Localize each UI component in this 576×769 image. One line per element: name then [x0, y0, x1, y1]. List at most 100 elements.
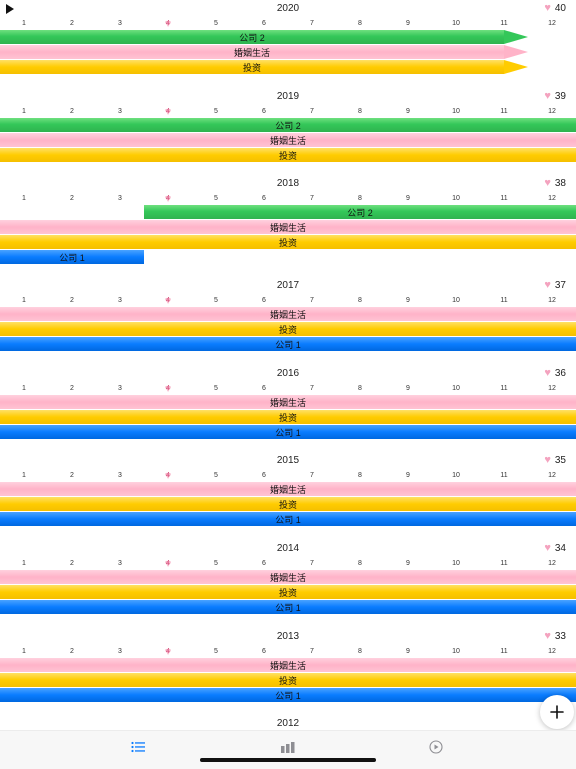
- arrow-right-icon: [504, 30, 528, 44]
- age-value: 35: [554, 455, 566, 466]
- month-label: 7: [310, 20, 314, 27]
- month-label: 6: [262, 195, 266, 202]
- age-value: 39: [554, 91, 566, 102]
- month-label: 8: [358, 560, 362, 567]
- timeline-bar[interactable]: 婚姻生活: [0, 307, 576, 321]
- timeline-bar[interactable]: 公司 1: [0, 688, 576, 702]
- timeline-bar[interactable]: 公司 1: [0, 512, 576, 526]
- month-label: 10: [452, 108, 460, 115]
- month-label: 7: [310, 297, 314, 304]
- month-label: 1: [22, 297, 26, 304]
- timeline-bar[interactable]: 婚姻生活: [0, 220, 576, 234]
- month-label: 1: [22, 648, 26, 655]
- play-icon[interactable]: [6, 4, 14, 14]
- timeline-bar[interactable]: 投资: [0, 585, 576, 599]
- timeline-bar[interactable]: 投资: [0, 497, 576, 511]
- month-label: 3: [118, 108, 122, 115]
- month-label: 10: [452, 560, 460, 567]
- month-label: 10: [452, 385, 460, 392]
- age-badge: ♥ 38: [544, 177, 566, 190]
- timeline-bar[interactable]: 投资: [0, 410, 576, 424]
- month-label: 2: [70, 297, 74, 304]
- timeline-bar[interactable]: 婚姻生活: [0, 482, 576, 496]
- tab-list[interactable]: [123, 737, 153, 757]
- timeline-bar[interactable]: 婚姻生活: [0, 395, 576, 409]
- timeline-bar-label: 婚姻生活: [233, 47, 270, 58]
- timeline-bar-label: 投资: [278, 675, 297, 686]
- month-label: 10: [452, 195, 460, 202]
- month-label: 8: [358, 648, 362, 655]
- month-label: 6: [262, 648, 266, 655]
- month-label: 12: [548, 195, 556, 202]
- year-title: 2019: [276, 91, 300, 102]
- timeline-bar-label: 投资: [278, 324, 297, 335]
- month-label: 11: [500, 648, 508, 655]
- age-value: 38: [554, 178, 566, 189]
- arrow-right-icon: [504, 60, 528, 74]
- month-label: 9: [406, 648, 410, 655]
- timeline-bar[interactable]: 投资: [0, 60, 504, 74]
- month-label: 12: [548, 108, 556, 115]
- month-label: 1: [22, 195, 26, 202]
- timeline-bar[interactable]: 投资: [0, 322, 576, 336]
- timeline-bar-label: 投资: [278, 587, 297, 598]
- month-label: 2: [70, 385, 74, 392]
- tab-bar: [0, 730, 576, 769]
- timeline-bar-label: 公司 2: [347, 207, 373, 218]
- timeline-bar[interactable]: 公司 1: [0, 337, 576, 351]
- timeline-bar-label: 公司 1: [59, 252, 85, 263]
- month-label: 10: [452, 297, 460, 304]
- year-title: 2018: [276, 178, 300, 189]
- timeline-bar[interactable]: 公司 1: [0, 600, 576, 614]
- heart-icon: ♥: [544, 279, 551, 291]
- tab-play[interactable]: [421, 737, 451, 757]
- timeline-bar[interactable]: 公司 1: [0, 250, 144, 264]
- month-label: 4: [158, 560, 178, 567]
- timeline-bar[interactable]: 投资: [0, 673, 576, 687]
- month-label: 5: [214, 385, 218, 392]
- timeline-bar-label: 婚姻生活: [269, 135, 306, 146]
- timeline-scroll-view[interactable]: 2020♥40123456789101112公司 2婚姻生活投资2019♥391…: [0, 0, 576, 730]
- timeline-bar[interactable]: 公司 2: [0, 118, 576, 132]
- month-label: 3: [118, 560, 122, 567]
- month-label: 5: [214, 195, 218, 202]
- month-label: 2: [70, 648, 74, 655]
- timeline-bar[interactable]: 投资: [0, 148, 576, 162]
- heart-icon: ♥: [544, 177, 551, 189]
- timeline-bar-label: 婚姻生活: [269, 222, 306, 233]
- timeline-bar-label: 公司 1: [275, 514, 301, 525]
- year-title: 2013: [276, 631, 300, 642]
- timeline-bar[interactable]: 投资: [0, 235, 576, 249]
- month-label: 7: [310, 648, 314, 655]
- year-title: 2012: [276, 718, 300, 729]
- month-label: 4: [158, 472, 178, 479]
- month-label: 3: [118, 297, 122, 304]
- month-label: 4: [158, 648, 178, 655]
- heart-icon: ♥: [544, 454, 551, 466]
- month-label: 2: [70, 108, 74, 115]
- month-label: 5: [214, 20, 218, 27]
- timeline-bar[interactable]: 婚姻生活: [0, 133, 576, 147]
- month-label: 11: [500, 560, 508, 567]
- timeline-bar-label: 婚姻生活: [269, 397, 306, 408]
- add-button[interactable]: [540, 695, 574, 729]
- month-label: 7: [310, 385, 314, 392]
- heart-icon: ♥: [544, 2, 551, 14]
- timeline-bar[interactable]: 公司 1: [0, 425, 576, 439]
- heart-icon: ♥: [544, 367, 551, 379]
- timeline-bar-label: 投资: [278, 237, 297, 248]
- timeline-bar-label: 公司 1: [275, 339, 301, 350]
- month-label: 3: [118, 472, 122, 479]
- timeline-bar[interactable]: 公司 2: [0, 30, 504, 44]
- timeline-bar[interactable]: 公司 2: [144, 205, 576, 219]
- month-label: 5: [214, 560, 218, 567]
- age-badge: ♥ 33: [544, 631, 566, 643]
- month-label: 9: [406, 195, 410, 202]
- timeline-bar-label: 投资: [278, 499, 297, 510]
- tab-chart[interactable]: [273, 737, 303, 757]
- timeline-bar[interactable]: 婚姻生活: [0, 570, 576, 584]
- month-label: 11: [500, 472, 508, 479]
- month-label: 2: [70, 560, 74, 567]
- timeline-bar[interactable]: 婚姻生活: [0, 45, 504, 59]
- timeline-bar[interactable]: 婚姻生活: [0, 658, 576, 672]
